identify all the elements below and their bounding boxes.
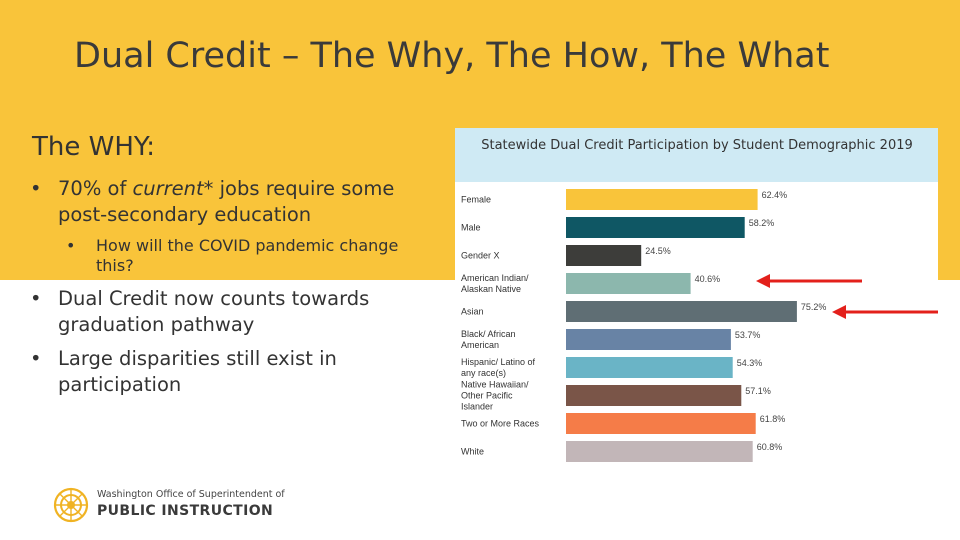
category-label: Hispanic/ Latino of any race(s) <box>461 357 536 378</box>
bar-american-indian-alaskan-native <box>566 273 691 294</box>
value-label: 75.2% <box>801 302 827 312</box>
section-subhead: The WHY: <box>32 132 156 162</box>
upper-bullets: • 70% of current* jobs require some post-… <box>30 176 440 276</box>
value-label: 53.7% <box>735 330 761 340</box>
bar-two-or-more-races <box>566 413 756 434</box>
bullet-jobs-emphasis: current <box>132 177 204 200</box>
logo-text-agency: Washington Office of Superintendent of <box>97 489 285 500</box>
sub-bullet-covid: • How will the COVID pandemic change this… <box>62 236 440 276</box>
bar-black-african-american <box>566 329 731 350</box>
category-label: Native Hawaiian/Other Pacific Islander <box>461 380 529 412</box>
category-label: Male <box>461 223 481 233</box>
sun-rays-icon <box>53 487 89 523</box>
category-label: Two or More Races <box>461 419 540 429</box>
category-label: Gender X <box>461 251 500 261</box>
bar-hispanic-latino-of-any-race-s <box>566 357 733 378</box>
bullet-dot: • <box>30 347 42 370</box>
category-label: Female <box>461 195 491 205</box>
category-label: Asian <box>461 307 484 317</box>
bar-chart: Female 62.4% Male 58.2% Gender X 24.5% America… <box>461 189 827 462</box>
slide-title: Dual Credit – The Why, The How, The What <box>74 36 830 76</box>
bar-asian <box>566 301 797 322</box>
lower-bullets: • Dual Credit now counts towards graduati… <box>30 286 430 406</box>
bar-female <box>566 189 758 210</box>
bullet-dot: • <box>66 236 76 255</box>
bullet-dot: • <box>30 177 42 200</box>
value-label: 24.5% <box>645 246 671 256</box>
bar-white <box>566 441 753 462</box>
chart-title: Statewide Dual Credit Participation by S… <box>481 138 913 153</box>
bar-male <box>566 217 745 238</box>
value-label: 40.6% <box>695 274 721 284</box>
bar-gender-x <box>566 245 642 266</box>
sub-bullet-covid-text: How will the COVID pandemic change this? <box>96 236 399 275</box>
value-label: 54.3% <box>737 358 763 368</box>
bar-native-hawaiian-other-pacific-islander <box>566 385 742 406</box>
bullet-graduation-text: Dual Credit now counts towards graduatio… <box>58 287 370 336</box>
logo-text-public-instruction: PUBLIC INSTRUCTION <box>97 503 274 519</box>
value-label: 61.8% <box>760 414 786 424</box>
chart-header-band <box>455 128 938 182</box>
bullet-jobs-prefix: 70% of <box>58 177 133 200</box>
category-label: Black/ African American <box>461 329 516 350</box>
ospi-logo: Washington Office of Superintendent of P… <box>52 486 292 526</box>
bullet-jobs: • 70% of current* jobs require some post-… <box>30 176 440 228</box>
value-label: 57.1% <box>745 386 771 396</box>
bullet-jobs-suffix: * jobs require some post-secondary educa… <box>58 177 395 226</box>
value-label: 58.2% <box>749 218 775 228</box>
category-label: White <box>461 447 484 457</box>
bullet-disparities-text: Large disparities still exist in partici… <box>58 347 337 396</box>
bullet-disparities: • Large disparities still exist in partic… <box>30 346 430 398</box>
category-label: American Indian/Alaskan Native <box>461 273 529 294</box>
bullet-dot: • <box>30 287 42 310</box>
value-label: 62.4% <box>762 190 788 200</box>
bullet-graduation: • Dual Credit now counts towards graduati… <box>30 286 430 338</box>
value-label: 60.8% <box>757 442 783 452</box>
